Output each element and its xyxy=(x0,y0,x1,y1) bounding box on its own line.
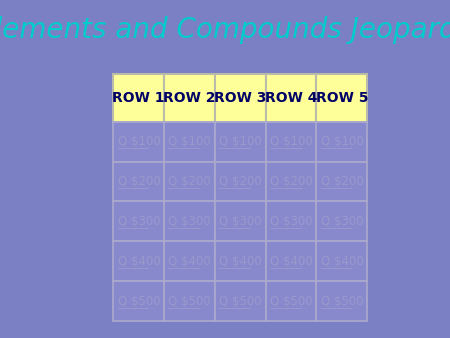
Bar xyxy=(266,74,316,122)
Text: Q $500: Q $500 xyxy=(168,295,211,308)
Bar xyxy=(164,74,215,122)
Text: ROW 4: ROW 4 xyxy=(265,91,317,105)
Bar xyxy=(164,241,215,281)
Text: ROW 2: ROW 2 xyxy=(163,91,216,105)
Bar xyxy=(215,201,266,241)
Text: Q $500: Q $500 xyxy=(219,295,262,308)
Bar xyxy=(113,74,164,122)
Bar xyxy=(316,162,367,201)
Text: Q $500: Q $500 xyxy=(117,295,160,308)
Bar xyxy=(113,162,164,201)
Text: Q $400: Q $400 xyxy=(117,255,160,268)
Bar xyxy=(215,122,266,162)
Text: ROW 5: ROW 5 xyxy=(315,91,368,105)
Text: Q $400: Q $400 xyxy=(270,255,313,268)
Bar xyxy=(113,241,164,281)
Text: Q $500: Q $500 xyxy=(321,295,364,308)
Text: Q $200: Q $200 xyxy=(321,175,364,188)
Bar xyxy=(316,122,367,162)
Text: Q $100: Q $100 xyxy=(168,135,211,148)
Bar xyxy=(164,122,215,162)
Bar xyxy=(164,201,215,241)
Text: Q $400: Q $400 xyxy=(168,255,211,268)
Text: Q $400: Q $400 xyxy=(219,255,262,268)
Bar xyxy=(266,201,316,241)
Bar xyxy=(316,241,367,281)
Text: Q $300: Q $300 xyxy=(168,215,211,228)
Bar xyxy=(266,162,316,201)
Bar xyxy=(316,281,367,321)
Bar xyxy=(215,241,266,281)
Bar xyxy=(113,201,164,241)
Bar xyxy=(215,281,266,321)
Bar xyxy=(215,74,266,122)
Bar xyxy=(316,201,367,241)
Text: Q $500: Q $500 xyxy=(270,295,313,308)
Text: Q $100: Q $100 xyxy=(321,135,364,148)
Text: Q $300: Q $300 xyxy=(117,215,160,228)
Bar xyxy=(266,281,316,321)
Text: Q $300: Q $300 xyxy=(270,215,313,228)
Bar xyxy=(266,122,316,162)
Bar xyxy=(113,122,164,162)
Text: Q $200: Q $200 xyxy=(219,175,262,188)
Text: Q $400: Q $400 xyxy=(321,255,364,268)
Bar xyxy=(164,162,215,201)
Bar xyxy=(316,74,367,122)
Text: Q $100: Q $100 xyxy=(117,135,160,148)
Text: Q $200: Q $200 xyxy=(270,175,313,188)
Text: Q $200: Q $200 xyxy=(168,175,211,188)
Bar xyxy=(164,281,215,321)
Text: ROW 3: ROW 3 xyxy=(214,91,266,105)
Bar xyxy=(215,162,266,201)
Text: Q $300: Q $300 xyxy=(219,215,262,228)
Text: Q $300: Q $300 xyxy=(321,215,364,228)
Text: Q $100: Q $100 xyxy=(270,135,313,148)
Text: Q $200: Q $200 xyxy=(117,175,160,188)
Bar xyxy=(113,281,164,321)
Text: Elements and Compounds Jeopardy: Elements and Compounds Jeopardy xyxy=(0,17,450,44)
Bar xyxy=(266,241,316,281)
Text: ROW 1: ROW 1 xyxy=(112,91,165,105)
Text: Q $100: Q $100 xyxy=(219,135,262,148)
